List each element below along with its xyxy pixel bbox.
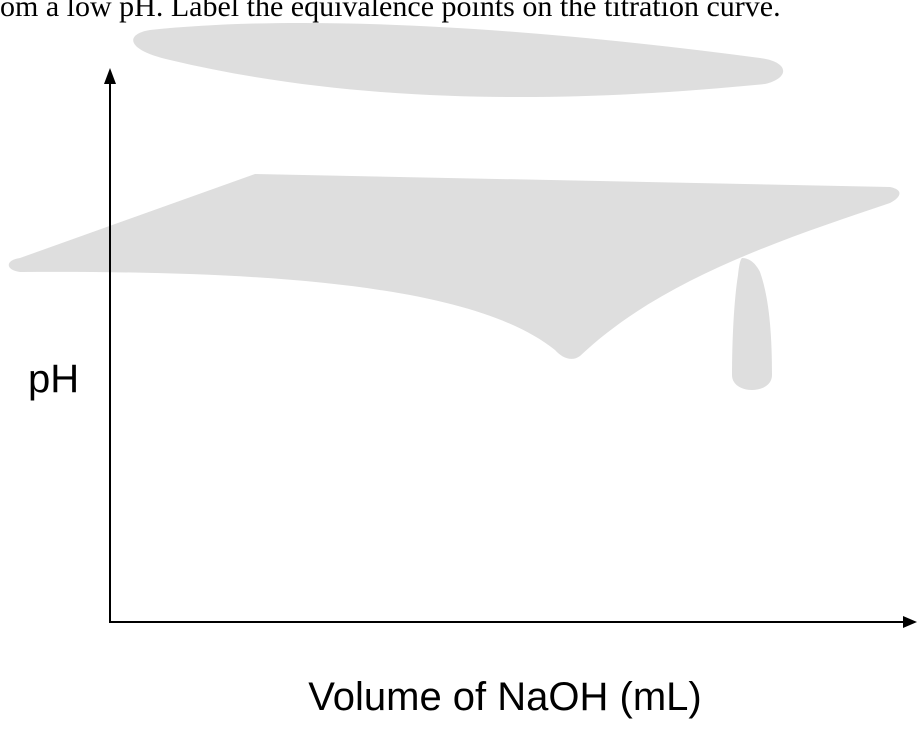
x-axis-arrow [903,616,917,628]
y-axis-arrow [104,68,116,84]
x-axis-label: Volume of NaOH (mL) [308,675,701,719]
page: om a low pH. Label the equivalence point… [0,0,917,729]
watermark [9,23,900,390]
cap-tassel [732,258,772,390]
cap-top [133,23,783,97]
worksheet: om a low pH. Label the equivalence point… [0,0,917,729]
header-text: om a low pH. Label the equivalence point… [0,0,781,23]
y-axis-label: pH [28,357,79,401]
